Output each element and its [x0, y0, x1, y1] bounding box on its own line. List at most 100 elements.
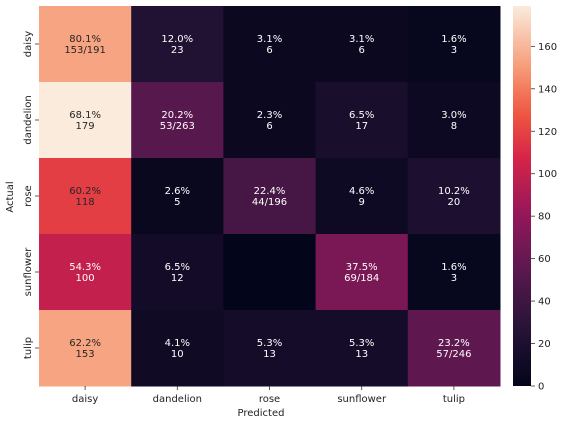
heatmap-cell [223, 6, 317, 83]
cell-annotation: 100 [76, 273, 95, 284]
cell-annotation: 23 [171, 45, 184, 56]
cell-annotation: 4.6% [349, 186, 374, 197]
cell-annotation: 54.3% [69, 262, 101, 273]
cell-annotation: 80.1% [69, 34, 101, 45]
heatmap-cell [315, 158, 409, 235]
cell-annotation: 60.2% [69, 186, 101, 197]
heatmap-cell [223, 234, 317, 311]
heatmap-cell [131, 158, 224, 235]
heatmap-cell [407, 234, 501, 311]
cell-annotation: 6.5% [349, 110, 374, 121]
cell-annotation: 44/196 [252, 197, 287, 208]
x-axis-label: Predicted [238, 408, 285, 419]
cell-annotation: 2.6% [165, 186, 190, 197]
cell-annotation: 23.2% [438, 338, 470, 349]
cell-annotation: 6 [266, 121, 272, 132]
cell-annotation: 3 [451, 45, 457, 56]
cell-annotation: 8 [451, 121, 457, 132]
x-tick-label: tulip [443, 394, 465, 405]
x-tick-label: sunflower [337, 394, 387, 405]
heatmap-cell [315, 310, 409, 387]
heatmap-cell [39, 234, 132, 311]
colorbar-tick-label: 20 [538, 339, 551, 350]
heatmap-cell [315, 234, 409, 311]
cell-annotation: 10 [171, 349, 184, 360]
colorbar-tick-label: 40 [538, 297, 551, 308]
cell-annotation: 37.5% [346, 262, 378, 273]
cell-annotation: 6 [266, 45, 272, 56]
cell-annotation: 153/191 [64, 45, 106, 56]
y-axis-ticks: daisy dandelion rose sunflower tulip [23, 31, 39, 359]
colorbar-tick-label: 120 [538, 127, 557, 138]
colorbar-tick-label: 100 [538, 169, 557, 180]
cell-annotation: 22.4% [254, 186, 286, 197]
x-tick-label: daisy [72, 394, 98, 405]
cell-annotation: 1.6% [441, 262, 466, 273]
x-axis-ticks: daisy dandelion rose sunflower tulip [72, 386, 465, 405]
cell-annotation: 179 [76, 121, 95, 132]
cell-annotation: 20 [448, 197, 461, 208]
cell-annotation: 6.5% [165, 262, 190, 273]
cell-annotation: 4.1% [165, 338, 190, 349]
cell-annotation: 3.1% [349, 34, 374, 45]
heatmap-cell [223, 158, 317, 235]
cell-annotation: 12.0% [161, 34, 193, 45]
cell-annotation: 118 [76, 197, 95, 208]
heatmap-cell [407, 158, 501, 235]
heatmap-cells [39, 6, 501, 387]
heatmap-cell [39, 82, 132, 159]
cell-annotation: 57/246 [436, 349, 471, 360]
cell-annotation: 13 [263, 349, 276, 360]
cell-annotation: 3 [451, 273, 457, 284]
cell-annotation: 10.2% [438, 186, 470, 197]
y-tick-label: tulip [23, 337, 34, 359]
heatmap-cell [407, 6, 501, 83]
heatmap-cell [223, 82, 317, 159]
cell-annotation: 12 [171, 273, 184, 284]
cell-annotation: 6 [359, 45, 365, 56]
heatmap-cell [223, 310, 317, 387]
y-axis-label: Actual [5, 181, 16, 212]
cell-annotation: 5.3% [257, 338, 282, 349]
colorbar-ticks: 0 20 40 60 80 100 120 140 160 [531, 42, 557, 393]
cell-annotation: 9 [359, 197, 365, 208]
heatmap-cell [39, 310, 132, 387]
colorbar-tick-label: 0 [538, 382, 544, 393]
y-tick-label: rose [23, 185, 34, 206]
heatmap-annotations: 80.1%153/19112.0%233.1%63.1%61.6%368.1%1… [64, 34, 471, 360]
cell-annotation: 2.3% [257, 110, 282, 121]
heatmap-cell [131, 234, 224, 311]
cell-annotation: 5 [174, 197, 180, 208]
heatmap-cell [131, 6, 224, 83]
colorbar-tick-label: 60 [538, 254, 551, 265]
cell-annotation: 1.6% [441, 34, 466, 45]
cell-annotation: 68.1% [69, 110, 101, 121]
heatmap-cell [315, 6, 409, 83]
cell-annotation: 17 [355, 121, 368, 132]
cell-annotation: 13 [355, 349, 368, 360]
x-tick-label: rose [259, 394, 280, 405]
cell-annotation: 5.3% [349, 338, 374, 349]
y-tick-label: sunflower [23, 247, 34, 297]
cell-annotation: 3.1% [257, 34, 282, 45]
colorbar-tick-label: 140 [538, 84, 557, 95]
heatmap-cell [315, 82, 409, 159]
cell-annotation: 53/263 [160, 121, 195, 132]
cell-annotation: 62.2% [69, 338, 101, 349]
colorbar [513, 6, 531, 386]
heatmap-cell [39, 158, 132, 235]
x-tick-label: dandelion [153, 394, 202, 405]
y-tick-label: dandelion [23, 95, 34, 144]
y-tick-label: daisy [23, 31, 34, 57]
heatmap-cell [407, 310, 501, 387]
cell-annotation: 153 [76, 349, 95, 360]
heatmap-cell [407, 82, 501, 159]
heatmap-cell [39, 6, 132, 83]
cell-annotation: 3.0% [441, 110, 466, 121]
heatmap-cell [131, 82, 224, 159]
cell-annotation: 20.2% [161, 110, 193, 121]
cell-annotation: 69/184 [344, 273, 379, 284]
heatmap-cell [131, 310, 224, 387]
colorbar-tick-label: 80 [538, 212, 551, 223]
